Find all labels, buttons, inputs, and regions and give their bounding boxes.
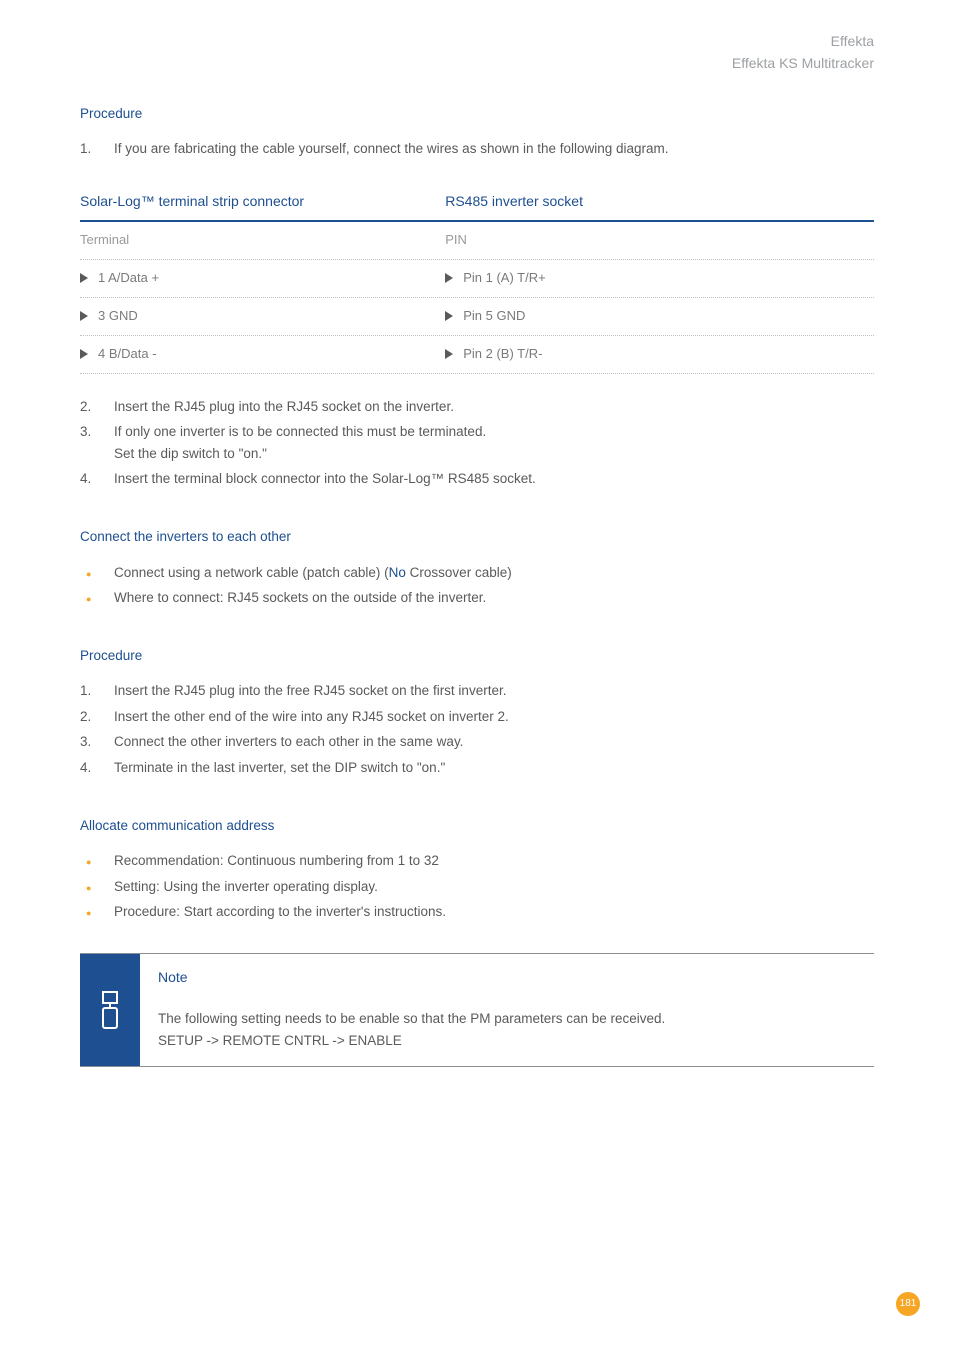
document-header: Effekta Effekta KS Multitracker — [80, 30, 874, 75]
triangle-icon — [80, 349, 88, 359]
header-line-2: Effekta KS Multitracker — [80, 52, 874, 74]
list-item: If you are fabricating the cable yoursel… — [80, 138, 874, 160]
table-col2-header: RS485 inverter socket — [445, 190, 874, 212]
text-emph: No — [389, 565, 406, 580]
list-item: Procedure: Start according to the invert… — [80, 901, 874, 923]
list-item: Insert the RJ45 plug into the RJ45 socke… — [80, 396, 874, 418]
triangle-icon — [445, 273, 453, 283]
triangle-icon — [445, 311, 453, 321]
cell: 4 B/Data - — [98, 346, 157, 361]
note-body: The following setting needs to be enable… — [158, 1008, 856, 1051]
list-item-text: If only one inverter is to be connected … — [114, 424, 486, 461]
list-item: Recommendation: Continuous numbering fro… — [80, 850, 874, 872]
table-row: 1 A/Data + Pin 1 (A) T/R+ — [80, 260, 874, 298]
connect-bullets: Connect using a network cable (patch cab… — [80, 562, 874, 609]
text: Connect using a network cable (patch cab… — [114, 565, 389, 580]
connect-heading: Connect the inverters to each other — [80, 526, 874, 548]
note-content: Note The following setting needs to be e… — [140, 954, 874, 1066]
page-number-badge: 181 — [896, 1292, 920, 1316]
note-body-line: SETUP -> REMOTE CNTRL -> ENABLE — [158, 1030, 856, 1052]
procedure-2-heading: Procedure — [80, 645, 874, 667]
cell: Pin 2 (B) T/R- — [463, 346, 542, 361]
list-item: Setting: Using the inverter operating di… — [80, 876, 874, 898]
triangle-icon — [80, 311, 88, 321]
note-title: Note — [158, 966, 856, 988]
cell: 1 A/Data + — [98, 270, 159, 285]
table-col2-sub: PIN — [445, 230, 874, 251]
note-body-line: The following setting needs to be enable… — [158, 1008, 856, 1030]
page-number: 181 — [900, 1296, 917, 1312]
list-item: Insert the other end of the wire into an… — [80, 706, 874, 728]
cell: Pin 1 (A) T/R+ — [463, 270, 545, 285]
procedure-1-list-continued: Insert the RJ45 plug into the RJ45 socke… — [80, 396, 874, 490]
wiring-table: Solar-Log™ terminal strip connector RS48… — [80, 190, 874, 374]
text: Where to connect: RJ45 sockets on the ou… — [114, 590, 486, 605]
list-item: Connect using a network cable (patch cab… — [80, 562, 874, 584]
table-col1-sub: Terminal — [80, 230, 445, 251]
triangle-icon — [445, 349, 453, 359]
cell: 3 GND — [98, 308, 138, 323]
allocate-bullets: Recommendation: Continuous numbering fro… — [80, 850, 874, 923]
procedure-1-heading: Procedure — [80, 103, 874, 125]
list-item: Insert the RJ45 plug into the free RJ45 … — [80, 680, 874, 702]
list-item: If only one inverter is to be connected … — [80, 421, 874, 464]
table-subheader-row: Terminal PIN — [80, 222, 874, 260]
procedure-2-list: Insert the RJ45 plug into the free RJ45 … — [80, 680, 874, 778]
table-header-row: Solar-Log™ terminal strip connector RS48… — [80, 190, 874, 222]
list-item: Terminate in the last inverter, set the … — [80, 757, 874, 779]
table-row: 4 B/Data - Pin 2 (B) T/R- — [80, 336, 874, 374]
allocate-heading: Allocate communication address — [80, 815, 874, 837]
procedure-1-list: If you are fabricating the cable yoursel… — [80, 138, 874, 160]
list-item: Insert the terminal block connector into… — [80, 468, 874, 490]
text: Crossover cable) — [406, 565, 512, 580]
header-line-1: Effekta — [80, 30, 874, 52]
list-item: Where to connect: RJ45 sockets on the ou… — [80, 587, 874, 609]
table-row: 3 GND Pin 5 GND — [80, 298, 874, 336]
table-col1-header: Solar-Log™ terminal strip connector — [80, 190, 445, 212]
triangle-icon — [80, 273, 88, 283]
list-item: Connect the other inverters to each othe… — [80, 731, 874, 753]
cell: Pin 5 GND — [463, 308, 525, 323]
note-box: Note The following setting needs to be e… — [80, 953, 874, 1067]
note-icon — [80, 954, 140, 1066]
